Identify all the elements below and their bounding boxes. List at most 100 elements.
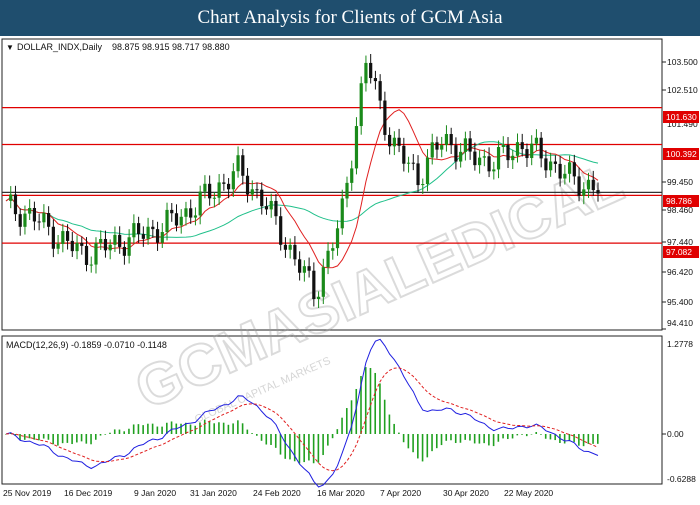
histogram-bar [535,432,538,434]
histogram-bar [99,434,102,436]
candle-body [430,142,434,158]
histogram-bar [284,434,287,459]
histogram-bar [260,434,263,441]
candle-body [226,183,231,190]
candle-body [127,237,131,256]
candle-body [563,173,567,179]
candle-body [425,157,430,185]
candle-body [416,163,420,186]
histogram-bar [388,414,391,434]
histogram-bar [61,434,64,444]
histogram-bar [80,434,83,442]
candle-body [369,62,373,79]
histogram-bar [218,422,220,434]
candle-body [312,270,316,300]
candle-body [454,145,458,162]
histogram-bar [488,434,490,446]
histogram-bar [9,432,12,434]
histogram-bar [47,434,50,440]
candle-body [321,267,325,297]
histogram-bar [336,429,339,434]
price-axis: 103.500 102.510 101.490 99.450 98.460 97… [662,57,698,330]
histogram-bar [237,420,239,434]
candle-body [193,215,198,218]
candle-body [212,197,216,199]
histogram-bar [435,434,438,449]
candle-body [165,209,169,233]
histogram-bar [189,424,192,434]
candle-body [444,134,449,146]
candle-body [42,213,46,223]
histogram-bar [128,428,130,434]
histogram-bar [241,423,244,434]
candle-body [75,242,79,252]
histogram-bar [331,434,334,439]
histogram-bar [132,424,135,434]
histogram-bar [23,434,26,440]
candle-body [80,242,84,246]
candle-body [118,234,122,247]
histogram-bar [568,434,571,442]
macd-axis: 1.2778 0.00 -0.6288 [662,339,696,484]
price-tick: 99.450 [667,177,693,187]
candle-body [47,213,51,227]
candle-body [279,216,283,245]
histogram-bar [94,434,97,440]
histogram-bar [265,434,268,445]
candle-body [260,189,264,207]
candle-body [553,161,557,164]
candle-body [340,198,344,229]
histogram-bar [90,434,92,445]
histogram-bar [28,434,31,439]
histogram-bar [573,434,575,442]
chart-banner: Chart Analysis for Clients of GCM Asia [0,0,700,36]
candle-body [151,226,155,230]
histogram-bar [521,434,523,435]
histogram-bar [582,434,585,447]
date-tick: 22 May 2020 [504,488,553,498]
histogram-bar [402,434,405,443]
chart-canvas[interactable]: GCMASIALEDICAL GLOBAL CAPITAL MARKETS ▼ … [0,36,700,500]
collapse-marker-icon[interactable]: ▼ [6,43,14,52]
histogram-bar [113,429,116,434]
histogram-bar [123,431,125,434]
date-tick: 16 Mar 2020 [317,488,365,498]
candle-body [586,179,591,190]
candle-body [113,234,117,245]
histogram-bar [19,434,21,441]
candle-body [534,137,539,144]
candle-body [28,207,32,214]
histogram-bar [76,434,78,443]
candle-body [515,142,520,156]
histogram-bar [312,434,315,464]
candle-body [359,83,363,127]
histogram-bar [578,434,580,446]
candle-body [487,156,491,172]
candle-body [56,243,60,249]
histogram-bar [563,434,566,444]
histogram-bar [426,434,429,458]
candle-body [61,231,65,244]
histogram-bar [530,434,533,435]
histogram-bar [345,408,348,434]
candle-body [350,168,354,183]
histogram-bar [66,434,69,443]
histogram-bar [137,424,140,434]
candle-body [37,221,41,223]
histogram-bar [322,434,324,456]
candle-body [179,216,183,226]
candle-body [511,155,515,161]
price-tick: 101.490 [667,119,698,129]
macd-tick: -0.6288 [667,474,696,484]
candle-body [174,213,179,226]
histogram-bar [109,432,111,434]
histogram-bar [317,434,320,463]
candle-body [160,232,164,243]
candle-body [316,296,321,300]
macd-tick: 0.00 [667,429,684,439]
level-badges: 101.630 100.392 98.786 97.082 [663,111,699,258]
macd-lines [5,338,599,488]
histogram-bar [38,434,40,441]
banner-title: Chart Analysis for Clients of GCM Asia [197,7,503,28]
symbol-label: DOLLAR_INDX,Daily [17,42,103,52]
